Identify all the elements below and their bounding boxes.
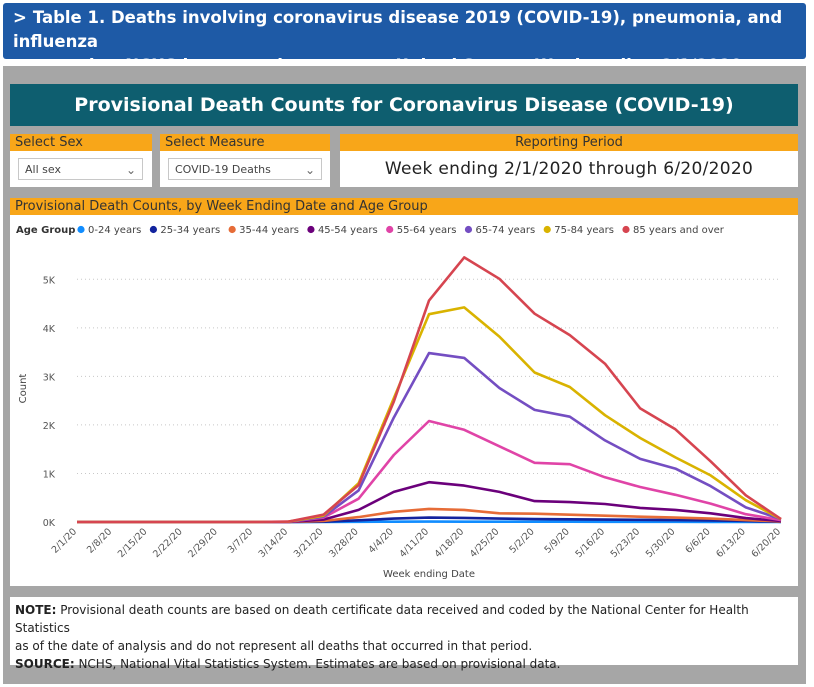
y-tick-label: 4K xyxy=(43,324,56,335)
x-tick-label: 3/14/20 xyxy=(257,526,291,560)
measure-filter-label: Select Measure xyxy=(160,134,330,151)
x-tick-label: 6/6/20 xyxy=(683,526,712,555)
chart-title: Provisional Death Counts, by Week Ending… xyxy=(10,198,798,215)
x-tick-label: 5/23/20 xyxy=(609,526,643,560)
measure-select-value: COVID-19 Deaths xyxy=(175,163,271,176)
sex-select-value: All sex xyxy=(25,163,61,176)
x-tick-label: 2/8/20 xyxy=(85,526,114,555)
x-tick-label: 5/9/20 xyxy=(543,526,572,555)
legend-item[interactable]: 55-64 years xyxy=(397,225,457,236)
x-tick-label: 4/25/20 xyxy=(468,526,502,560)
reporting-period: Reporting Period Week ending 2/1/2020 th… xyxy=(340,134,798,187)
legend-marker-5 xyxy=(386,225,394,234)
chevron-down-icon: ⌄ xyxy=(304,163,315,177)
legend-marker-7 xyxy=(543,225,551,234)
source-text: NCHS, National Vital Statistics System. … xyxy=(74,657,561,671)
sex-select[interactable]: All sex ⌄ xyxy=(18,158,143,180)
x-tick-label: 2/29/20 xyxy=(186,526,220,560)
y-tick-label: 0K xyxy=(43,518,56,529)
note-label: NOTE: xyxy=(15,603,57,617)
banner-line-1: Table 1. Deaths involving coronavirus di… xyxy=(13,8,783,51)
series-line-65-74-years xyxy=(77,351,782,524)
chevron-down-icon: ⌄ xyxy=(125,163,136,177)
legend-item[interactable]: 0-24 years xyxy=(88,225,141,236)
line-chart-card: Provisional Death Counts, by Week Ending… xyxy=(10,198,798,586)
x-tick-label: 4/18/20 xyxy=(433,526,467,560)
legend-marker-6 xyxy=(464,225,473,234)
y-axis-label: Count xyxy=(18,374,29,404)
legend-item[interactable]: 25-34 years xyxy=(160,225,220,236)
x-tick-label: 6/20/20 xyxy=(749,526,783,560)
series-line-85-years-and-over xyxy=(77,256,782,524)
y-tick-label: 1K xyxy=(43,469,56,480)
legend-item[interactable]: 65-74 years xyxy=(475,225,535,236)
x-tick-label: 4/4/20 xyxy=(367,526,396,555)
x-tick-label: 5/2/20 xyxy=(507,526,536,555)
x-tick-label: 2/22/20 xyxy=(151,526,185,560)
chevron-right-icon[interactable]: > xyxy=(13,8,27,27)
x-tick-label: 3/21/20 xyxy=(292,526,326,560)
sex-filter: Select Sex All sex ⌄ xyxy=(10,134,152,187)
x-tick-label: 3/7/20 xyxy=(226,526,255,555)
legend-marker-8 xyxy=(622,225,630,234)
legend-item[interactable]: 75-84 years xyxy=(554,225,614,236)
y-tick-label: 3K xyxy=(43,372,56,383)
sex-filter-label: Select Sex xyxy=(10,134,152,151)
x-tick-label: 3/28/20 xyxy=(327,526,361,560)
legend-item[interactable]: 35-44 years xyxy=(239,225,299,236)
note-text: Provisional death counts are based on de… xyxy=(15,603,749,635)
x-tick-label: 4/11/20 xyxy=(397,526,431,560)
measure-filter: Select Measure COVID-19 Deaths ⌄ xyxy=(160,134,330,187)
legend-title: Age Group xyxy=(16,225,75,236)
series-line-55-64-years xyxy=(77,419,782,524)
note-text-2: as of the date of analysis and do not re… xyxy=(15,639,533,653)
x-axis-label: Week ending Date xyxy=(383,569,475,580)
y-tick-label: 2K xyxy=(43,421,56,432)
source-label: SOURCE: xyxy=(15,657,75,671)
series-line-75-84-years xyxy=(77,306,782,524)
legend-marker-3 xyxy=(228,225,236,234)
y-tick-label: 5K xyxy=(43,275,56,286)
legend-marker-2 xyxy=(149,225,158,234)
legend-item[interactable]: 85 years and over xyxy=(633,225,725,236)
x-tick-label: 2/1/20 xyxy=(50,526,79,555)
legend-marker-1 xyxy=(77,225,85,234)
reporting-period-value: Week ending 2/1/2020 through 6/20/2020 xyxy=(384,159,754,179)
x-tick-label: 2/15/20 xyxy=(116,526,150,560)
measure-select[interactable]: COVID-19 Deaths ⌄ xyxy=(168,158,322,180)
reporting-period-label: Reporting Period xyxy=(340,134,798,151)
legend-item[interactable]: 45-54 years xyxy=(318,225,378,236)
table-title-banner[interactable]: > Table 1. Deaths involving coronavirus d… xyxy=(3,3,806,99)
line-chart: Age Group 0-24 years 25-34 years 35-44 year… xyxy=(16,225,783,580)
x-tick-label: 6/13/20 xyxy=(714,526,748,560)
series-line-45-54-years xyxy=(77,480,782,524)
legend-marker-4 xyxy=(307,225,315,234)
note-box: NOTE: Provisional death counts are based… xyxy=(10,597,798,671)
dashboard-title: Provisional Death Counts for Coronavirus… xyxy=(10,84,798,126)
x-tick-label: 5/30/20 xyxy=(644,526,678,560)
x-tick-label: 5/16/20 xyxy=(573,526,607,560)
